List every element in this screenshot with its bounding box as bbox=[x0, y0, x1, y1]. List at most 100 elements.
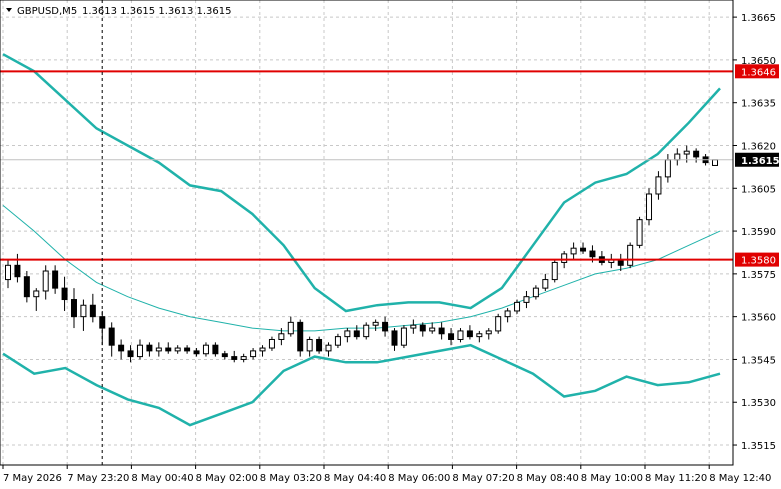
x-tick-label: 7 May 2026 bbox=[3, 473, 62, 484]
candle-body bbox=[476, 333, 483, 338]
candle-body bbox=[353, 330, 360, 338]
candle-body bbox=[174, 347, 181, 352]
y-tick-label: 1.3560 bbox=[741, 313, 776, 324]
current-price-label: 1.3615 bbox=[741, 156, 780, 167]
lower-band-line bbox=[2, 343, 721, 427]
candle-body bbox=[514, 301, 521, 312]
candle-body bbox=[202, 344, 209, 355]
candlestick-series bbox=[5, 145, 718, 363]
candle-body bbox=[89, 304, 96, 318]
candle-body bbox=[485, 330, 492, 335]
candle-body bbox=[193, 350, 200, 355]
y-tick-label: 1.3620 bbox=[741, 141, 776, 152]
candle-body bbox=[306, 338, 313, 352]
ohlc-readout: 1.3613 1.3615 1.3613 1.3615 bbox=[82, 6, 232, 17]
price-axis[interactable]: 1.3665 1.3650 1.3635 1.3620 1.3605 1.3590 1.35… bbox=[733, 13, 776, 452]
candle-body bbox=[542, 279, 549, 289]
candle-body bbox=[316, 338, 323, 352]
x-tick-label: 8 May 02:00 bbox=[196, 473, 258, 484]
y-tick-label: 1.3605 bbox=[741, 184, 776, 195]
y-tick-label: 1.3545 bbox=[741, 355, 776, 366]
candle-body bbox=[259, 347, 266, 352]
candle-body bbox=[683, 150, 690, 155]
candle-body bbox=[136, 344, 143, 358]
candle-body bbox=[184, 347, 191, 352]
candle-body bbox=[580, 247, 587, 252]
candle-body bbox=[429, 327, 436, 332]
horizontal-levels[interactable]: 1.3646 1.3580 1.3615 bbox=[0, 64, 780, 267]
y-tick-label: 1.3515 bbox=[741, 441, 776, 452]
candle-body bbox=[118, 344, 125, 352]
y-tick-label: 1.3575 bbox=[741, 270, 776, 281]
y-tick-label: 1.3650 bbox=[741, 56, 776, 67]
candle-body bbox=[693, 150, 700, 158]
x-tick-label: 8 May 00:40 bbox=[131, 473, 193, 484]
candle-body bbox=[646, 193, 653, 221]
candle-body bbox=[344, 330, 351, 338]
y-tick-label: 1.3665 bbox=[741, 13, 776, 24]
candle-body bbox=[712, 159, 718, 166]
candle-body bbox=[146, 344, 153, 352]
candle-body bbox=[504, 310, 511, 318]
x-tick-label: 8 May 08:40 bbox=[517, 473, 579, 484]
time-axis[interactable]: 7 May 2026 7 May 23:20 8 May 00:40 8 May 02… bbox=[2, 465, 771, 484]
x-tick-label: 8 May 11:20 bbox=[645, 473, 707, 484]
candle-body bbox=[278, 333, 285, 340]
candle-body bbox=[655, 176, 662, 195]
level-label: 1.3646 bbox=[741, 67, 776, 78]
plot-frame bbox=[0, 0, 734, 466]
candle-body bbox=[523, 296, 530, 303]
upper-band-line bbox=[2, 53, 721, 313]
candle-body bbox=[5, 264, 11, 281]
candle-body bbox=[551, 261, 558, 281]
x-tick-label: 8 May 04:40 bbox=[324, 473, 386, 484]
level-label: 1.3580 bbox=[741, 256, 776, 267]
candle-body bbox=[391, 330, 398, 346]
candle-body bbox=[212, 344, 219, 355]
y-tick-label: 1.3590 bbox=[741, 227, 776, 238]
candle-body bbox=[448, 333, 455, 340]
candle-body bbox=[495, 316, 502, 332]
current-price-box bbox=[735, 152, 779, 167]
candle-body bbox=[33, 290, 40, 298]
candle-body bbox=[570, 247, 577, 255]
x-tick-label: 8 May 07:20 bbox=[452, 473, 514, 484]
candle-body bbox=[325, 344, 332, 352]
candle-body bbox=[231, 356, 238, 360]
candle-body bbox=[52, 270, 59, 289]
candle-body bbox=[400, 327, 407, 346]
level-label-box bbox=[735, 252, 779, 267]
candle-body bbox=[419, 324, 426, 332]
y-tick-label: 1.3635 bbox=[741, 99, 776, 110]
candle-body bbox=[372, 321, 379, 326]
candle-body bbox=[561, 253, 568, 263]
candle-body bbox=[70, 299, 77, 318]
candle-body bbox=[438, 327, 445, 335]
candle-body bbox=[627, 244, 634, 266]
bollinger-bands bbox=[2, 53, 721, 427]
candle-body bbox=[532, 287, 539, 298]
candle-body bbox=[466, 330, 473, 338]
candle-body bbox=[165, 347, 172, 352]
grid-lines bbox=[0, 0, 733, 465]
candle-body bbox=[674, 153, 681, 161]
x-tick-label: 8 May 12:40 bbox=[709, 473, 771, 484]
x-tick-label: 8 May 03:20 bbox=[260, 473, 322, 484]
candle-body bbox=[297, 321, 304, 352]
candle-body bbox=[457, 330, 464, 340]
triangle-down-icon[interactable] bbox=[6, 8, 12, 12]
candle-body bbox=[589, 250, 596, 258]
candle-body bbox=[155, 347, 162, 352]
candle-body bbox=[636, 219, 643, 246]
candle-body bbox=[268, 338, 275, 349]
symbol-label: GBPUSD,M5 bbox=[17, 6, 77, 17]
candle-body bbox=[14, 264, 21, 278]
candle-body bbox=[23, 276, 30, 298]
y-tick-label: 1.3530 bbox=[741, 398, 776, 409]
candle-body bbox=[108, 327, 115, 346]
chart-header: GBPUSD,M5 1.3613 1.3615 1.3613 1.3615 bbox=[6, 6, 232, 17]
candle-body bbox=[61, 287, 68, 301]
candle-body bbox=[664, 159, 671, 178]
